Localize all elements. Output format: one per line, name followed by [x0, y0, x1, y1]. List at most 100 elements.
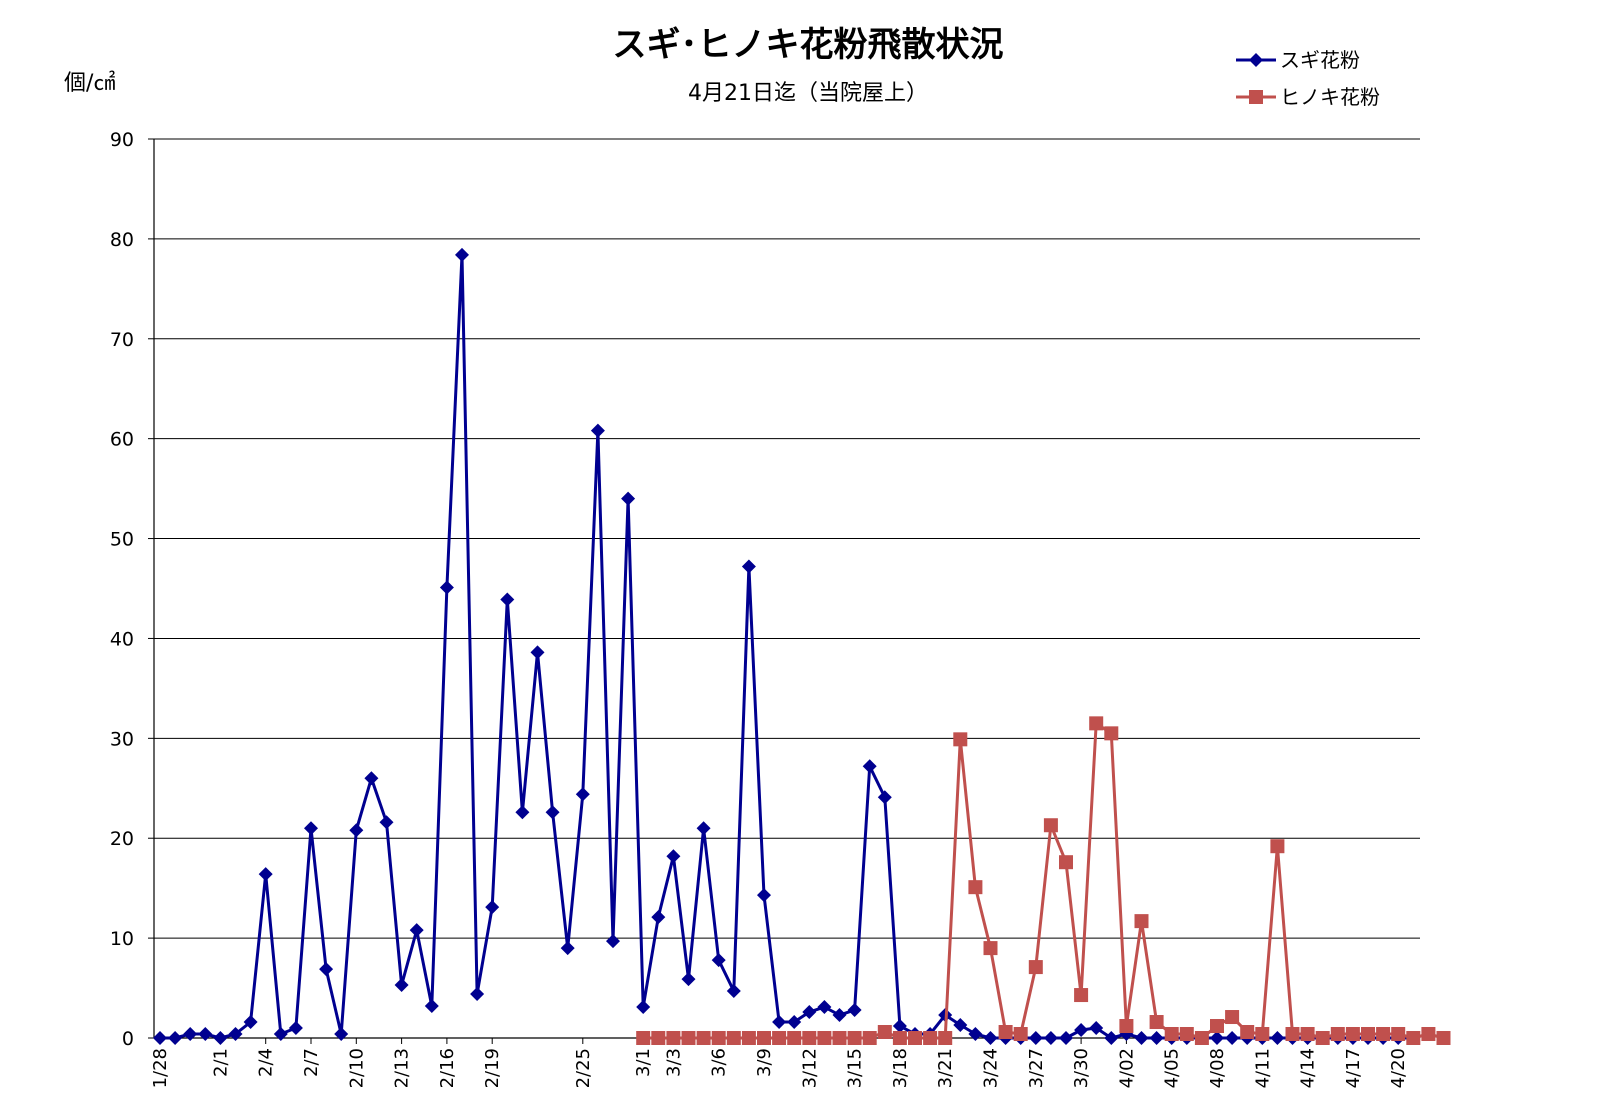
data-point	[168, 1031, 183, 1045]
series-line	[160, 253, 1414, 1040]
x-tick-label: 2/16	[437, 1048, 458, 1088]
x-tick-label: 2/13	[392, 1048, 413, 1088]
data-point	[334, 1027, 349, 1042]
data-point	[439, 580, 454, 595]
data-point	[923, 1031, 938, 1045]
data-point	[213, 1031, 228, 1045]
legend-item-hinoki: ヒノキ花粉	[1236, 85, 1380, 109]
data-point	[243, 1015, 258, 1030]
data-point	[757, 1031, 771, 1045]
data-point	[636, 1000, 651, 1015]
data-point	[1391, 1027, 1406, 1042]
data-point	[183, 1027, 198, 1042]
data-point	[1028, 960, 1043, 975]
data-point	[621, 491, 636, 506]
data-point	[560, 941, 575, 956]
legend-label-hinoki: ヒノキ花粉	[1280, 85, 1380, 109]
data-point	[817, 1000, 832, 1015]
y-tick-label: 70	[110, 329, 134, 351]
data-point	[847, 1003, 862, 1018]
data-point	[908, 1031, 922, 1045]
data-point	[651, 910, 666, 925]
x-tick-label: 3/24	[981, 1048, 1002, 1088]
y-axis-ticks: 0 10 20 30 40 50 60 70 80 90	[110, 129, 154, 1050]
data-point	[379, 815, 394, 830]
x-tick-label: 4/02	[1116, 1048, 1137, 1088]
data-point	[1361, 1027, 1375, 1042]
data-point	[1255, 1027, 1270, 1042]
data-point	[1089, 716, 1104, 731]
y-tick-label: 40	[110, 628, 134, 650]
data-point	[983, 941, 998, 956]
chart-title: スギ･ヒノキ花粉飛散状況	[613, 25, 1004, 65]
data-point	[1225, 1031, 1240, 1045]
x-tick-label: 3/21	[935, 1048, 956, 1088]
data-point	[726, 1031, 741, 1045]
legend-marker-sugi	[1249, 53, 1263, 67]
data-point	[862, 759, 877, 774]
data-point	[1285, 1027, 1300, 1042]
x-tick-label: 3/9	[754, 1048, 775, 1077]
x-tick-label: 3/15	[845, 1048, 866, 1088]
data-point	[651, 1031, 666, 1045]
data-point	[530, 645, 545, 660]
data-point	[1194, 1031, 1209, 1045]
x-tick-label: 3/12	[799, 1048, 820, 1088]
data-point	[877, 1025, 892, 1040]
data-point	[772, 1031, 787, 1045]
data-point	[1134, 914, 1149, 929]
y-tick-label: 90	[110, 129, 134, 151]
data-point	[1119, 1019, 1134, 1034]
y-tick-label: 0	[122, 1028, 134, 1050]
data-point	[802, 1031, 817, 1045]
data-point	[606, 934, 620, 949]
data-point	[1210, 1019, 1224, 1034]
data-point	[817, 1031, 832, 1045]
data-point	[1059, 855, 1073, 870]
data-point	[273, 1027, 288, 1042]
data-point	[636, 1031, 651, 1045]
x-tick-label: 1/28	[150, 1048, 171, 1088]
data-point	[681, 972, 696, 987]
y-tick-label: 10	[110, 928, 134, 950]
data-point	[772, 1015, 787, 1030]
data-point	[953, 732, 968, 747]
data-point	[198, 1027, 213, 1042]
data-point	[1330, 1027, 1345, 1042]
data-point	[1300, 1027, 1315, 1042]
legend: スギ花粉 ヒノキ花粉	[1236, 48, 1380, 109]
data-point	[892, 1019, 907, 1034]
data-point	[862, 1031, 877, 1045]
data-point	[228, 1027, 243, 1042]
data-point	[153, 1031, 167, 1045]
data-point	[998, 1025, 1013, 1040]
data-point	[892, 1031, 907, 1045]
legend-label-sugi: スギ花粉	[1280, 48, 1360, 72]
x-tick-label: 2/19	[482, 1048, 503, 1088]
axes	[153, 139, 1420, 1039]
data-point	[726, 984, 741, 999]
data-point	[1043, 818, 1058, 833]
x-tick-label: 3/3	[663, 1048, 684, 1077]
x-tick-label: 2/10	[346, 1048, 367, 1088]
series-hinoki	[636, 716, 1451, 1045]
data-point	[832, 1008, 847, 1023]
data-point	[545, 805, 560, 820]
x-tick-label: 4/14	[1298, 1048, 1319, 1088]
data-point	[832, 1031, 847, 1045]
x-tick-label: 2/4	[256, 1048, 277, 1077]
data-point	[1179, 1027, 1194, 1042]
data-point	[787, 1031, 802, 1045]
data-point	[1270, 839, 1285, 854]
data-point	[575, 787, 590, 802]
data-point	[470, 987, 485, 1002]
data-point	[1028, 1031, 1043, 1045]
data-point	[757, 888, 771, 903]
data-point	[877, 790, 892, 805]
x-tick-label: 4/08	[1207, 1048, 1228, 1088]
y-axis-unit-label: 個/㎠	[64, 70, 115, 96]
data-point	[847, 1031, 862, 1045]
x-tick-label: 4/05	[1162, 1048, 1183, 1088]
data-point	[983, 1031, 998, 1045]
data-point	[304, 821, 318, 836]
